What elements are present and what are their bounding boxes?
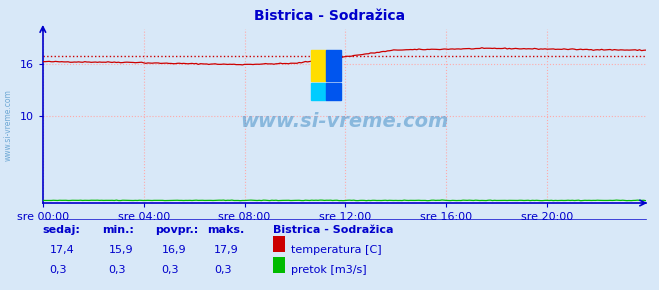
Text: Bistrica - Sodražica: Bistrica - Sodražica <box>273 225 394 235</box>
Text: maks.: maks. <box>208 225 245 235</box>
Text: 0,3: 0,3 <box>109 265 127 275</box>
Text: 0,3: 0,3 <box>161 265 179 275</box>
Text: 17,9: 17,9 <box>214 245 239 255</box>
Text: 17,4: 17,4 <box>49 245 74 255</box>
Bar <box>326 50 341 81</box>
Text: www.si-vreme.com: www.si-vreme.com <box>3 89 13 161</box>
Text: sedaj:: sedaj: <box>43 225 80 235</box>
Bar <box>311 83 326 100</box>
Text: povpr.:: povpr.: <box>155 225 198 235</box>
Text: 0,3: 0,3 <box>214 265 232 275</box>
Text: min.:: min.: <box>102 225 134 235</box>
Text: temperatura [C]: temperatura [C] <box>291 245 382 255</box>
Text: www.si-vreme.com: www.si-vreme.com <box>240 112 449 131</box>
Text: 0,3: 0,3 <box>49 265 67 275</box>
Text: 15,9: 15,9 <box>109 245 133 255</box>
Text: Bistrica - Sodražica: Bistrica - Sodražica <box>254 9 405 23</box>
Text: pretok [m3/s]: pretok [m3/s] <box>291 265 366 275</box>
Text: 16,9: 16,9 <box>161 245 186 255</box>
Bar <box>326 83 341 100</box>
Bar <box>311 50 326 81</box>
